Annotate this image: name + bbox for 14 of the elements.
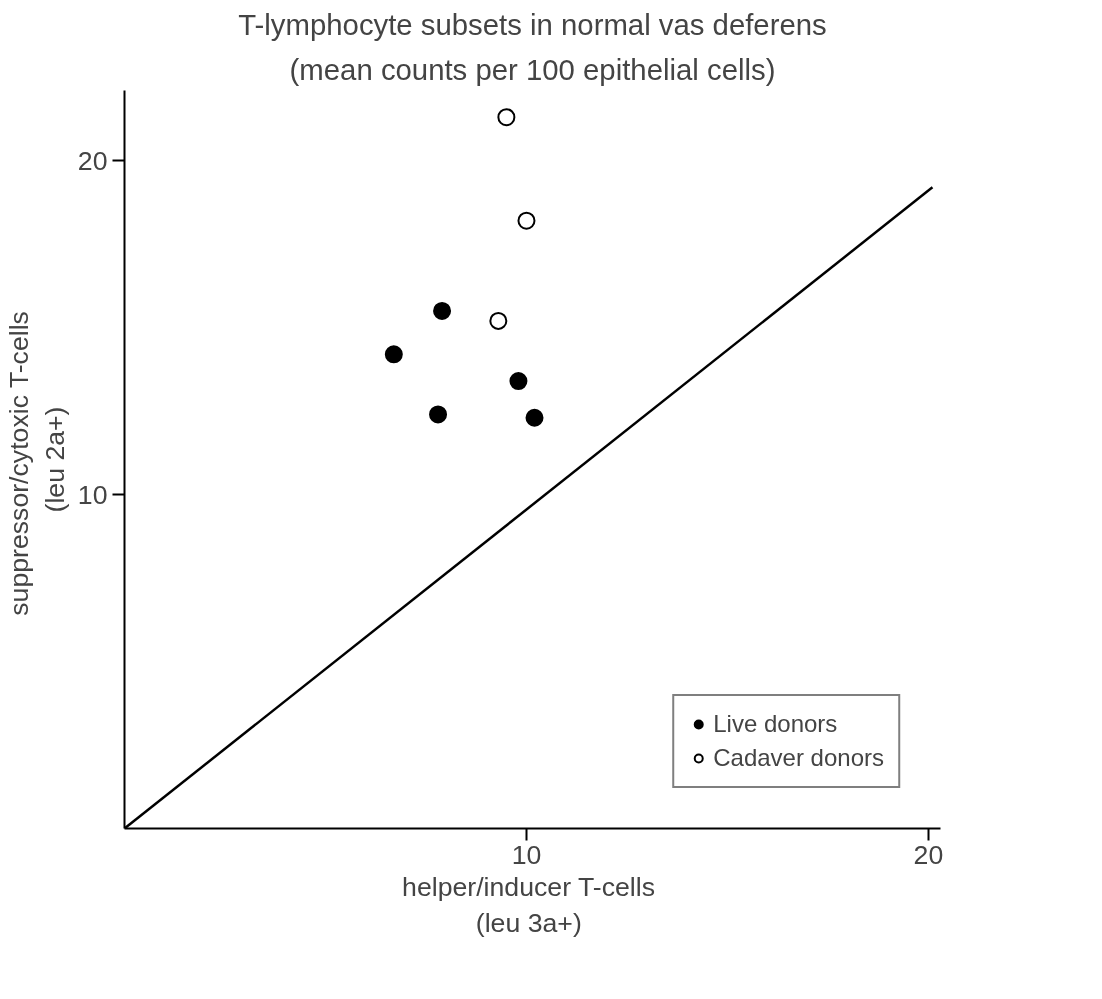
point: [384, 345, 403, 364]
legend-label: Live donors: [713, 710, 838, 738]
chart-title: T-lymphocyte subsets in normal vas deferens: [238, 7, 827, 41]
point: [433, 301, 452, 320]
y-axis-title: suppressor/cytoxic T-cells (leu 2a+): [3, 311, 70, 616]
point: [497, 108, 516, 127]
point: [525, 408, 544, 427]
x-axis-title: helper/inducer T-cells (leu 3a+): [402, 871, 655, 938]
point: [429, 405, 448, 424]
chart-subtitle: (mean counts per 100 epithelial cells): [289, 52, 776, 86]
point: [489, 311, 508, 330]
point: [509, 372, 528, 391]
legend-label: Cadaver donors: [713, 744, 884, 772]
point: [517, 211, 536, 230]
